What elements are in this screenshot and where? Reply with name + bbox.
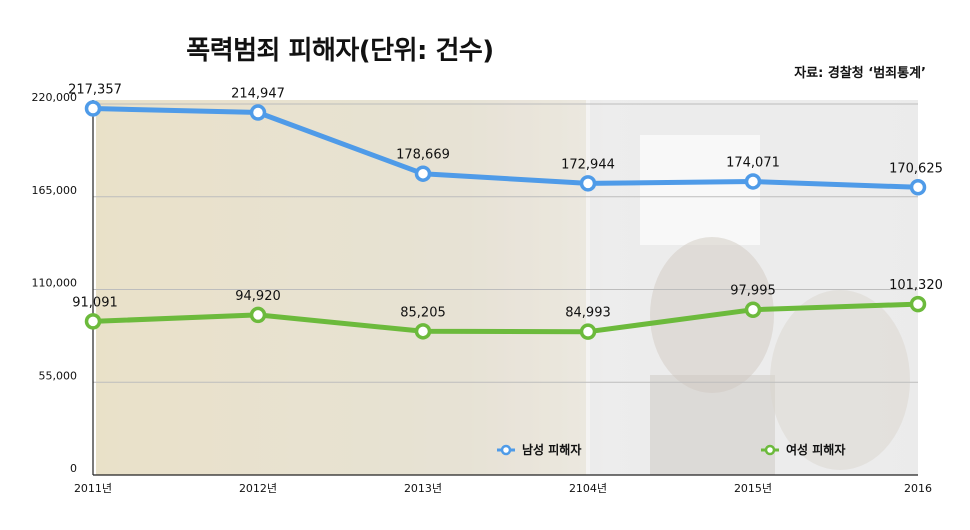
data-label: 101,320 [889, 278, 943, 293]
legend: 남성 피해자 여성 피해자 [497, 442, 845, 457]
data-point [84, 100, 102, 117]
legend-label: 여성 피해자 [786, 442, 845, 457]
x-tick-label: 2012년 [239, 482, 277, 495]
x-tick-label: 2011년 [74, 482, 112, 495]
data-label: 174,071 [726, 155, 780, 170]
data-point [249, 104, 267, 121]
data-point [909, 179, 927, 196]
x-tick-label: 2104년 [569, 482, 607, 495]
y-tick-label: 110,000 [32, 277, 78, 290]
x-tick-label: 2015년 [734, 482, 772, 495]
x-tick-label: 2013년 [404, 482, 442, 495]
grid-lines [93, 103, 918, 383]
series-line [90, 106, 921, 190]
series-lines [90, 106, 921, 335]
data-point [414, 165, 432, 182]
legend-label: 남성 피해자 [522, 442, 581, 457]
data-point [414, 323, 432, 340]
data-point [579, 323, 597, 340]
x-tick-label: 2016 [904, 482, 932, 495]
data-label: 217,357 [68, 82, 122, 97]
series-line [90, 301, 921, 335]
data-label: 97,995 [730, 284, 776, 299]
data-point [909, 295, 927, 313]
background-photo [96, 100, 918, 475]
data-points [84, 100, 927, 340]
data-label: 214,947 [231, 87, 285, 102]
data-point [249, 306, 267, 324]
data-label: 94,920 [235, 289, 281, 304]
y-tick-label: 165,000 [32, 184, 78, 197]
data-label: 85,205 [400, 305, 446, 320]
data-point [744, 173, 762, 190]
data-point [579, 175, 597, 192]
chart-title: 폭력범죄 피해자(단위: 건수) [186, 36, 494, 66]
data-label: 178,669 [396, 148, 450, 163]
data-label: 84,993 [565, 306, 611, 321]
data-point [744, 301, 762, 318]
y-tick-label: 220,000 [32, 91, 78, 104]
data-label: 170,625 [889, 161, 943, 176]
data-label: 172,944 [561, 157, 615, 172]
legend-swatch-marker [500, 444, 512, 456]
data-labels: 217,357 214,947 178,669 172,944 174,071 170,6… [68, 82, 943, 320]
legend-swatch-marker [764, 444, 776, 456]
source-note: 자료: 경찰청 ‘범죄통계’ [794, 66, 926, 81]
y-tick-label: 55,000 [39, 369, 78, 382]
axes: 0 55,000 110,000 165,000 220,000 2011년 2012년 20… [32, 91, 933, 495]
data-point [84, 313, 102, 330]
y-tick-label: 0 [70, 462, 77, 475]
data-label: 91,091 [72, 295, 118, 310]
